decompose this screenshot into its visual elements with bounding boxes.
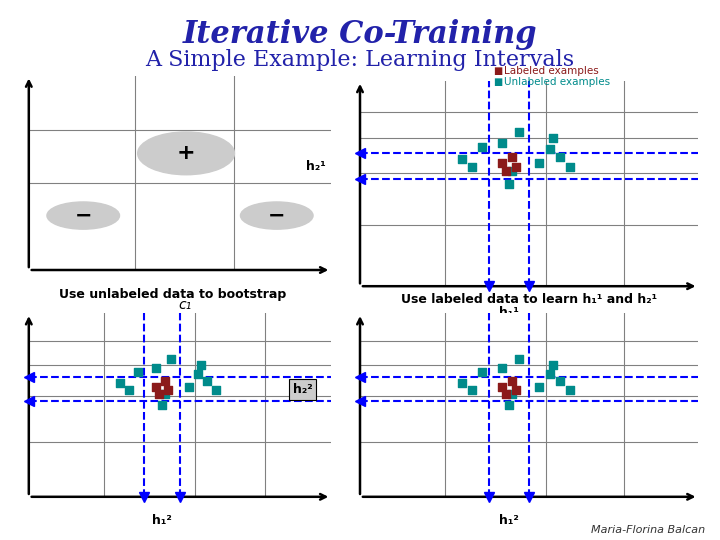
- Point: [500, 390, 511, 399]
- Point: [544, 144, 555, 153]
- Text: Use labeled data to learn h₁¹ and h₂¹: Use labeled data to learn h₁¹ and h₂¹: [401, 293, 657, 306]
- Point: [510, 386, 521, 395]
- Text: ■: ■: [493, 66, 503, 76]
- Point: [503, 401, 515, 409]
- Text: h₁¹: h₁¹: [499, 306, 519, 319]
- Point: [123, 386, 135, 395]
- Point: [184, 382, 195, 391]
- Ellipse shape: [47, 202, 120, 229]
- Point: [159, 377, 171, 386]
- Point: [544, 369, 555, 378]
- Point: [466, 163, 477, 172]
- Point: [153, 390, 165, 399]
- Point: [192, 369, 204, 378]
- Point: [513, 128, 525, 137]
- Text: h₂¹: h₂¹: [306, 160, 326, 173]
- Point: [513, 355, 525, 363]
- Point: [150, 364, 161, 373]
- Point: [554, 377, 565, 386]
- Point: [132, 368, 143, 376]
- Text: h₁²: h₁²: [499, 514, 519, 527]
- Point: [456, 379, 467, 387]
- Text: Maria-Florina Balcan: Maria-Florina Balcan: [591, 524, 706, 535]
- Point: [456, 154, 467, 163]
- Point: [534, 159, 545, 167]
- Point: [466, 386, 477, 395]
- Text: Labeled examples: Labeled examples: [504, 66, 599, 76]
- Point: [507, 377, 518, 386]
- Point: [510, 163, 521, 172]
- Point: [195, 360, 207, 369]
- Text: c₁: c₁: [178, 298, 192, 312]
- Text: h₁²: h₁²: [152, 514, 172, 527]
- Point: [507, 167, 518, 176]
- Text: ■: ■: [493, 77, 503, 87]
- Ellipse shape: [138, 132, 235, 175]
- Point: [496, 382, 508, 391]
- Point: [476, 143, 487, 151]
- Ellipse shape: [240, 202, 313, 229]
- Point: [547, 134, 559, 143]
- Point: [500, 167, 511, 176]
- Text: −: −: [74, 206, 92, 226]
- Point: [534, 382, 545, 391]
- Text: h₂²: h₂²: [292, 383, 312, 396]
- Text: Use unlabeled data to bootstrap: Use unlabeled data to bootstrap: [59, 288, 287, 301]
- Point: [547, 360, 559, 369]
- Point: [202, 377, 213, 386]
- Point: [476, 368, 487, 376]
- Text: +: +: [176, 143, 195, 164]
- Text: A Simple Example: Learning Intervals: A Simple Example: Learning Intervals: [145, 49, 575, 71]
- Point: [165, 355, 176, 363]
- Point: [554, 153, 565, 161]
- Point: [564, 386, 575, 395]
- Point: [496, 364, 508, 373]
- Text: Unlabeled examples: Unlabeled examples: [504, 77, 610, 87]
- Point: [496, 138, 508, 147]
- Point: [150, 382, 161, 391]
- Point: [114, 379, 125, 387]
- Text: Iterative Co-Training: Iterative Co-Training: [183, 19, 537, 50]
- Point: [159, 390, 171, 399]
- Point: [162, 386, 174, 395]
- Point: [503, 179, 515, 188]
- Point: [507, 390, 518, 399]
- Point: [507, 153, 518, 161]
- Text: −: −: [268, 206, 286, 226]
- Point: [210, 386, 222, 395]
- Point: [156, 401, 168, 409]
- Point: [564, 163, 575, 172]
- Point: [496, 159, 508, 167]
